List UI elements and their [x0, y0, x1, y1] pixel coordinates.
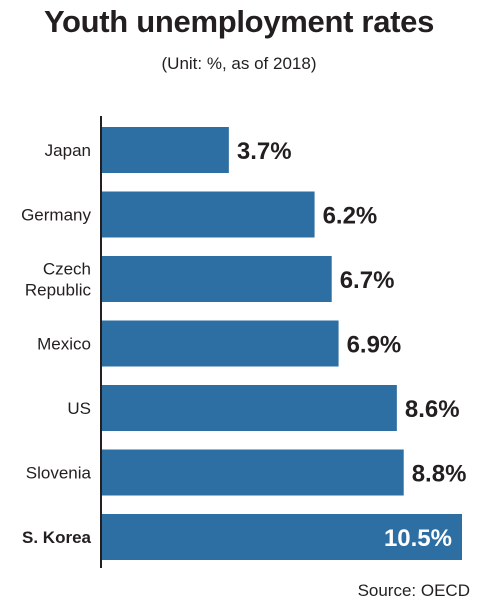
value-label-germany: 6.2%	[323, 203, 378, 230]
value-label-us: 8.6%	[405, 396, 460, 423]
chart-title: Youth unemployment rates	[43, 4, 435, 39]
bar-slovenia	[102, 449, 404, 496]
value-label-s-korea: 10.5%	[384, 525, 452, 552]
bar-us	[102, 385, 397, 431]
category-label-czech-republic: Czech Republic	[25, 260, 92, 300]
bar-germany	[102, 191, 315, 238]
category-label-s-korea: S. Korea	[22, 528, 92, 547]
bars-group: Japan 3.7% Germany 6.2% Czech Republic 6.7% Mex…	[21, 127, 466, 560]
bar-japan	[102, 127, 229, 173]
chart-subtitle: (Unit: %, as of 2018)	[161, 54, 317, 73]
category-label-slovenia: Slovenia	[26, 464, 92, 483]
value-label-czech-republic: 6.7%	[340, 267, 395, 294]
value-label-japan: 3.7%	[237, 138, 292, 165]
value-label-slovenia: 8.8%	[412, 461, 467, 488]
source-note: Source: OECD	[357, 581, 470, 600]
category-label-japan: Japan	[45, 141, 91, 160]
bar-s-korea	[102, 514, 462, 560]
bar-czech-republic	[102, 256, 332, 302]
bar-mexico	[102, 320, 339, 367]
category-label-mexico: Mexico	[37, 335, 91, 354]
category-label-us: US	[67, 399, 91, 418]
category-label-germany: Germany	[21, 206, 91, 225]
value-label-mexico: 6.9%	[347, 332, 402, 359]
